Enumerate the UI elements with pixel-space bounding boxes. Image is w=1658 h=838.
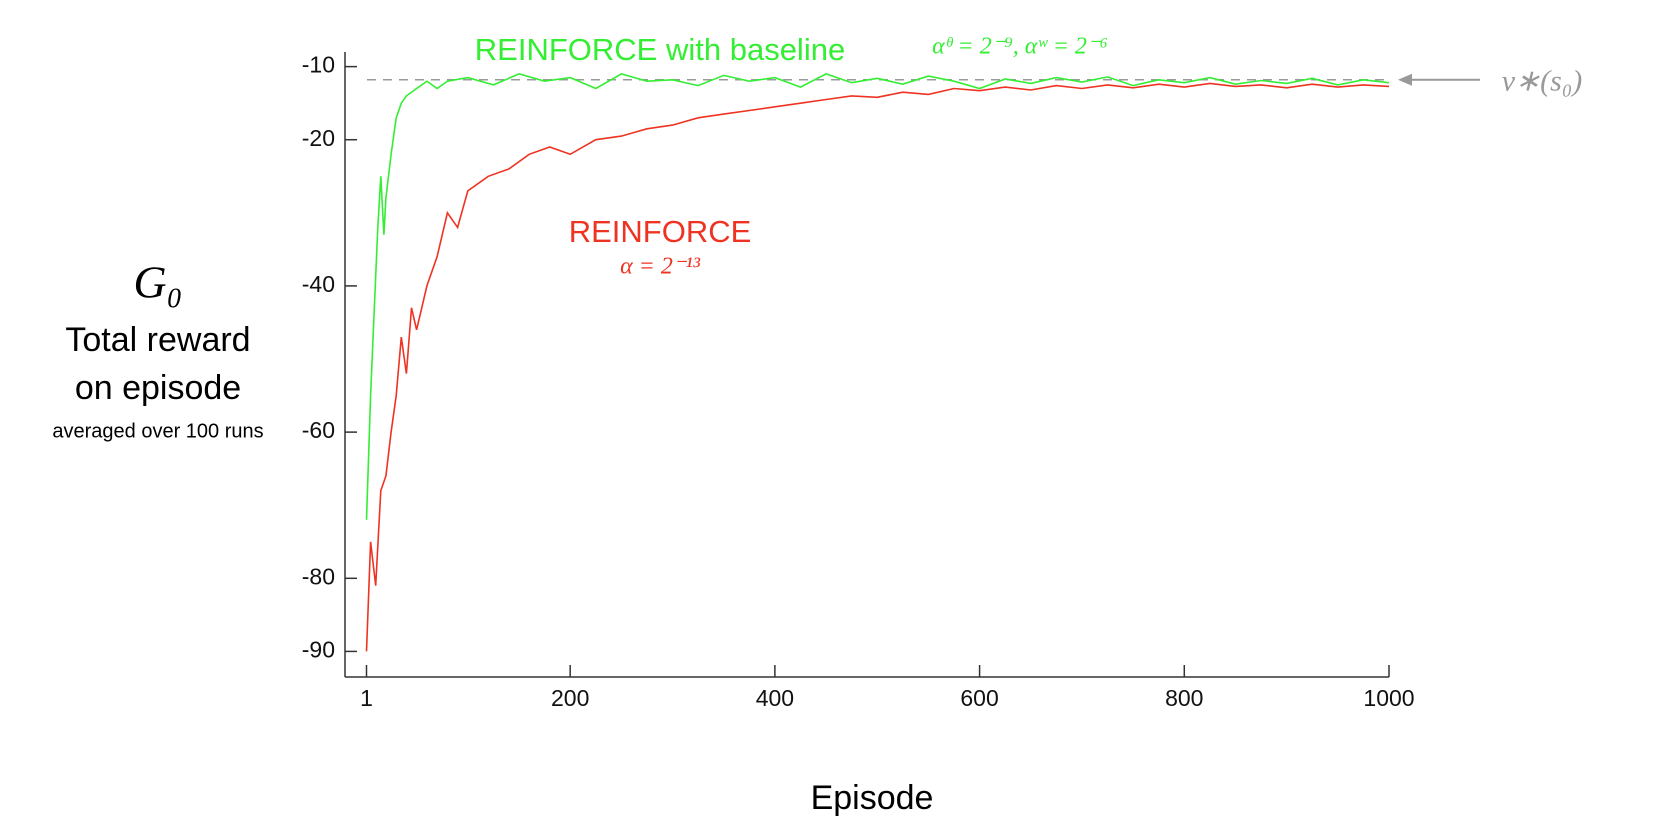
y-axis-label: on episode bbox=[75, 369, 241, 407]
x-tick-label: 1 bbox=[360, 685, 373, 711]
series-line bbox=[365, 73, 1390, 520]
series-params: α = 2⁻¹³ bbox=[620, 254, 701, 280]
y-tick-label: -20 bbox=[302, 125, 335, 151]
reference-arrowhead bbox=[1398, 73, 1412, 86]
y-axis-symbol: G₀ bbox=[133, 257, 182, 308]
x-tick-label: 200 bbox=[551, 685, 589, 711]
series-params: αᶿ = 2⁻⁹, αʷ = 2⁻⁶ bbox=[932, 34, 1108, 60]
series-line bbox=[365, 82, 1390, 652]
series-label: REINFORCE bbox=[569, 214, 752, 249]
x-tick-label: 800 bbox=[1165, 685, 1203, 711]
y-axis-note: averaged over 100 runs bbox=[52, 420, 263, 442]
y-tick-label: -40 bbox=[302, 271, 335, 297]
y-tick-label: -10 bbox=[302, 52, 335, 78]
y-axis-label: Total reward bbox=[65, 321, 250, 359]
x-tick-label: 1000 bbox=[1363, 685, 1414, 711]
reference-label: v∗(s₀) bbox=[1502, 65, 1583, 98]
series-label: REINFORCE with baseline bbox=[475, 32, 845, 67]
y-tick-label: -60 bbox=[302, 417, 335, 443]
y-tick-label: -80 bbox=[302, 563, 335, 589]
y-tick-label: -90 bbox=[302, 636, 335, 662]
x-tick-label: 600 bbox=[960, 685, 998, 711]
x-tick-label: 400 bbox=[756, 685, 794, 711]
x-axis-label: Episode bbox=[811, 779, 934, 817]
